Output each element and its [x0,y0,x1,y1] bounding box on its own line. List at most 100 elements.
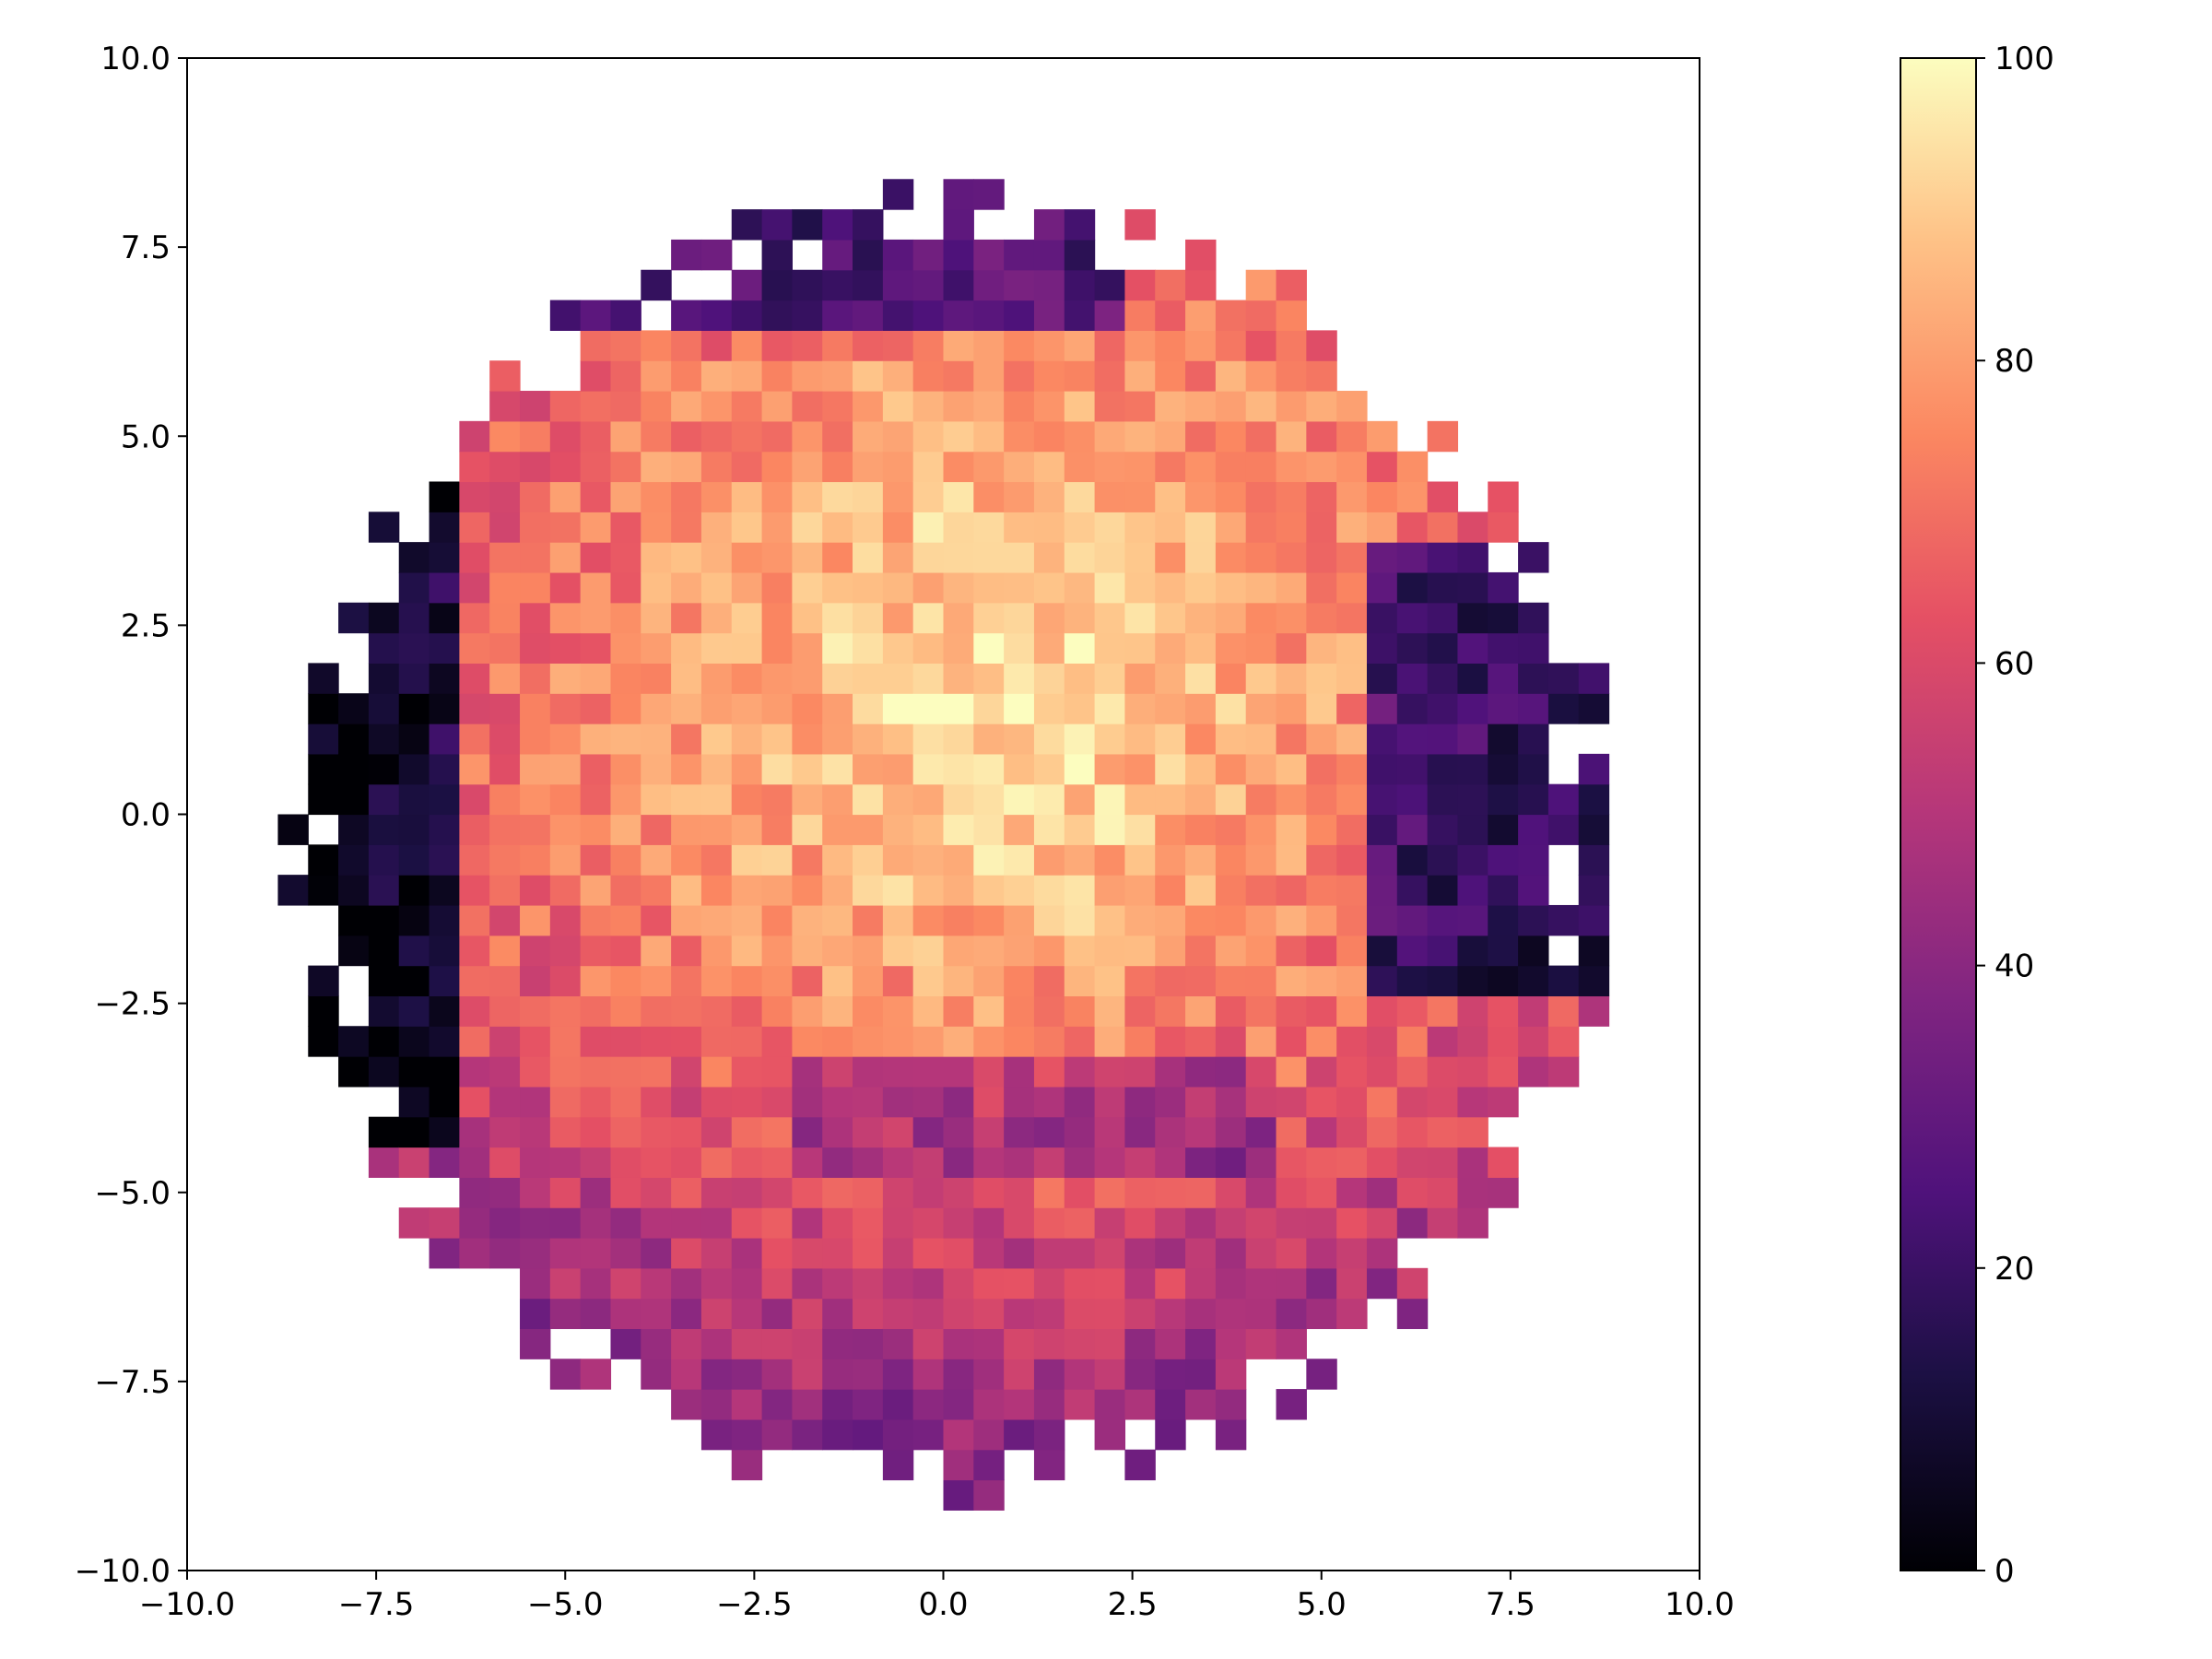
heatmap-cell [671,360,702,392]
heatmap-cell [973,451,1005,483]
heatmap-cell [943,179,974,210]
heatmap-cell [1124,1237,1156,1269]
heatmap-cell [1033,1298,1065,1330]
heatmap-cell [1518,844,1549,876]
heatmap-cell [1457,602,1488,634]
heatmap-cell [1306,663,1337,694]
heatmap-cell [459,904,490,936]
heatmap-cell [700,693,733,724]
heatmap-cell [1215,1418,1247,1451]
heatmap-cell [1396,571,1429,604]
heatmap-cell [520,1177,551,1208]
x-tick-label: 7.5 [1486,1586,1535,1623]
heatmap-cell [580,632,612,664]
heatmap-cell [822,965,853,997]
heatmap-cell [1155,571,1186,604]
heatmap-cell [1215,542,1247,573]
heatmap-cell [1215,512,1247,543]
heatmap-cell [1004,1056,1035,1088]
heatmap-cell [700,1359,733,1390]
heatmap-cell [882,1147,914,1178]
heatmap-cell [882,632,914,664]
heatmap-cell [1094,632,1126,664]
y-tick-label: −2.5 [94,986,171,1023]
heatmap-cell [1518,783,1549,816]
heatmap-cell [671,1207,702,1239]
heatmap-cell [1185,1147,1217,1178]
heatmap-cell [489,1116,521,1148]
heatmap-cell [641,965,672,997]
heatmap-cell [1457,814,1488,845]
heatmap-cell [459,1086,490,1118]
heatmap-cell [761,965,793,997]
heatmap-cell [398,1026,430,1057]
heatmap-cell [489,1147,521,1178]
heatmap-cell [792,542,823,573]
heatmap-cell [1276,1026,1307,1057]
heatmap-cell [1064,1359,1096,1390]
heatmap-cell [398,935,430,967]
heatmap-cell [641,542,672,573]
heatmap-cell [1094,935,1126,967]
heatmap-cell [429,663,460,694]
heatmap-cell [882,904,914,936]
heatmap-cell [853,420,884,453]
heatmap-cell [1064,1298,1096,1330]
heatmap-cell [973,239,1005,271]
heatmap-cell [1094,1237,1126,1269]
heatmap-cell [761,330,793,361]
heatmap-cell [580,571,612,604]
heatmap-cell [1004,602,1035,634]
heatmap-cell [549,693,582,724]
heatmap-cell [853,935,884,967]
heatmap-cell [1094,1207,1126,1239]
heatmap-cell [1185,1026,1217,1057]
heatmap-cell [912,1267,945,1300]
heatmap-cell [1124,1449,1156,1481]
heatmap-cell [1488,1147,1519,1178]
heatmap-cell [1155,1389,1186,1420]
heatmap-cell [1488,693,1519,724]
heatmap-cell [1336,753,1368,785]
heatmap-cell [489,1056,521,1088]
heatmap-cell [1033,481,1065,512]
heatmap-cell [700,512,733,543]
heatmap-cell [580,875,612,906]
heatmap-cell [943,269,974,301]
heatmap-cell [580,1237,612,1269]
heatmap-cell [1366,1237,1398,1269]
heatmap-cell [671,753,702,785]
heatmap-cell [580,814,612,845]
heatmap-cell [731,451,763,483]
heatmap-cell [1064,1056,1096,1088]
heatmap-cell [973,1449,1005,1481]
heatmap-cell [429,814,460,845]
x-tick-label: −10.0 [139,1586,235,1623]
heatmap-cell [549,602,582,634]
heatmap-cell [1094,1147,1126,1178]
heatmap-cell [1004,1026,1035,1057]
heatmap-cell [1366,693,1398,724]
heatmap-cell [1396,602,1429,634]
heatmap-cell [1185,239,1217,271]
heatmap-cell [1155,1237,1186,1269]
heatmap-cell [580,783,612,816]
heatmap-cell [912,269,945,301]
heatmap-cell [1094,1418,1126,1451]
heatmap-cell [459,875,490,906]
heatmap-cell [1124,300,1156,331]
heatmap-cell [429,512,460,543]
heatmap-cell [853,209,884,241]
heatmap-cell [761,300,793,331]
heatmap-cell [943,724,974,755]
heatmap-cell [1276,1298,1307,1330]
heatmap-cell [671,1389,702,1420]
heatmap-cell [338,783,370,816]
heatmap-cell [1396,783,1429,816]
heatmap-cell [1276,814,1307,845]
y-tick-label: 7.5 [121,229,171,266]
heatmap-cell [671,1237,702,1269]
heatmap-cell [1427,1056,1459,1088]
heatmap-cell [792,1147,823,1178]
heatmap-cell [1488,632,1519,664]
